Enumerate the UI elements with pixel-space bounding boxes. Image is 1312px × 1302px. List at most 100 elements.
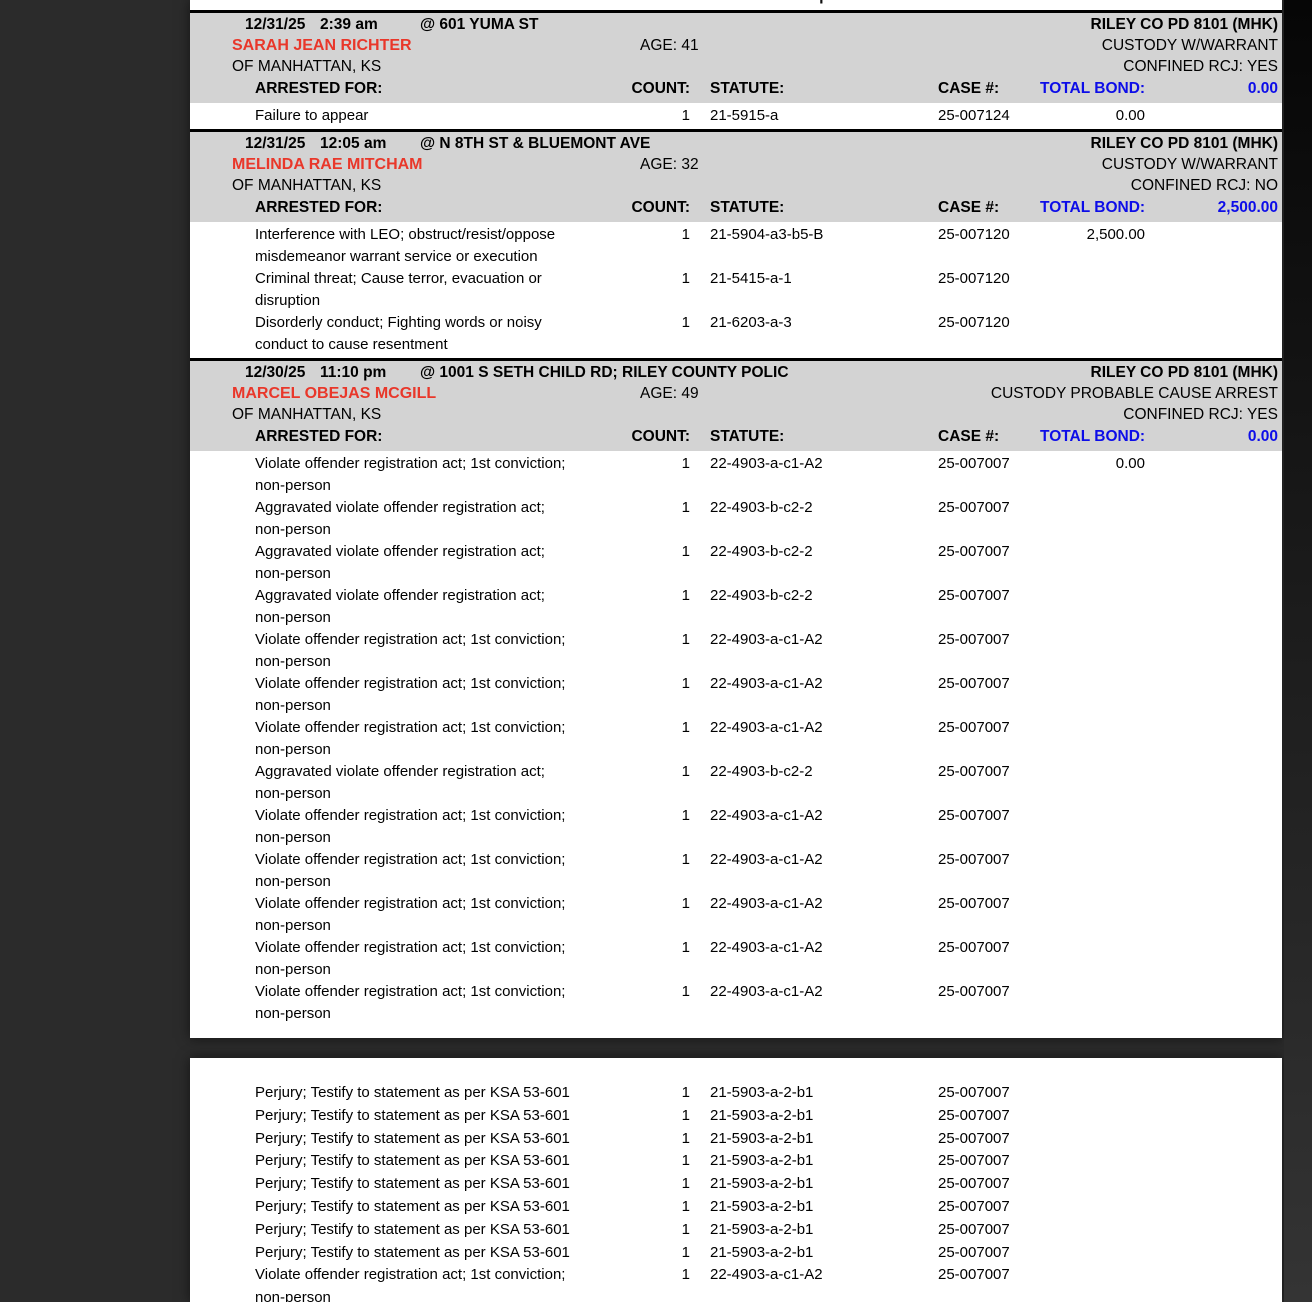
arrestee-residence: OF MANHATTAN, KS	[232, 176, 382, 194]
charge-bond	[1060, 981, 1145, 1025]
charge-case-number: 25-007007	[938, 1084, 1010, 1101]
charge-description: Failure to appear	[255, 107, 369, 124]
charge-case-number: 25-007007	[938, 939, 1010, 956]
charge-row: Violate offender registration act; 1st c…	[190, 629, 1282, 673]
charge-statute: 21-5903-a-2-b1	[710, 1220, 814, 1238]
charge-statute: 21-5903-a-2-b1	[710, 1084, 814, 1101]
charge-row: Failure to appear 1 21-5915-a 25-007124 …	[190, 105, 1282, 127]
col-header-statute: STATUTE:	[710, 199, 785, 216]
charge-description: Perjury; Testify to statement as per KSA…	[255, 1175, 570, 1193]
charge-bond	[1060, 849, 1145, 893]
col-header-count: COUNT:	[631, 428, 690, 445]
charge-description: Violate offender registration act; 1st c…	[255, 851, 566, 890]
report-page-1: Arrests included in this report 12/31/25…	[190, 0, 1282, 1038]
arrestee-age: AGE: 32	[640, 155, 699, 173]
charge-case-number: 25-007007	[938, 1220, 1010, 1238]
col-gap	[690, 673, 710, 717]
charge-row: Violate offender registration act; 1st c…	[190, 849, 1282, 893]
arrest-date: 12/31/25	[245, 15, 306, 33]
charge-count: 1	[681, 499, 690, 516]
charge-statute: 21-5903-a-2-b1	[710, 1175, 814, 1193]
col-gap	[690, 224, 710, 268]
charge-case-number: 25-007007	[938, 587, 1010, 604]
record-header-band: 12/30/25 11:10 pm @ 1001 S SETH CHILD RD…	[190, 361, 1282, 451]
record-header-row-2: MELINDA RAE MITCHAM AGE: 32 CUSTODY W/WA…	[190, 154, 1282, 175]
charge-bond	[1060, 1173, 1145, 1196]
arrest-record: 12/31/25 12:05 am @ N 8TH ST & BLUEMONT …	[190, 129, 1282, 358]
agency-label: RILEY CO PD 8101 (MHK)	[1090, 363, 1278, 381]
charge-description: Violate offender registration act; 1st c…	[255, 675, 566, 714]
charge-bond	[1060, 1105, 1145, 1128]
charge-bond	[1060, 717, 1145, 761]
charge-count: 1	[681, 895, 690, 912]
charge-description: Perjury; Testify to statement as per KSA…	[255, 1152, 570, 1170]
charge-case-number: 25-007120	[938, 314, 1010, 331]
confined-status: CONFINED RCJ: YES	[1123, 57, 1278, 75]
charge-statute: 22-4903-a-c1-A2	[710, 895, 823, 912]
charge-case-number: 25-007007	[938, 499, 1010, 516]
col-gap	[690, 1082, 710, 1105]
charge-statute: 22-4903-b-c2-2	[710, 543, 813, 560]
charge-bond	[1060, 497, 1145, 541]
record-header-row-2: SARAH JEAN RICHTER AGE: 41 CUSTODY W/WAR…	[190, 35, 1282, 56]
charge-count: 1	[681, 807, 690, 824]
col-gap	[690, 981, 710, 1025]
col-gap	[690, 937, 710, 981]
charge-row: Perjury; Testify to statement as per KSA…	[190, 1242, 1282, 1265]
charge-case-number: 25-007007	[938, 1106, 1010, 1124]
charge-case-number: 25-007007	[938, 983, 1010, 1000]
col-header-arrested-for: ARRESTED FOR:	[255, 199, 383, 216]
charge-case-number: 25-007007	[938, 1266, 1010, 1284]
charge-statute: 21-5903-a-2-b1	[710, 1152, 814, 1170]
charge-row: Criminal threat; Cause terror, evacuatio…	[190, 268, 1282, 312]
charge-description: Perjury; Testify to statement as per KSA…	[255, 1084, 570, 1101]
charge-count: 1	[681, 107, 690, 124]
record-header-row-1: 12/30/25 11:10 pm @ 1001 S SETH CHILD RD…	[190, 362, 1282, 383]
col-gap	[690, 268, 710, 312]
charge-bond	[1060, 1242, 1145, 1265]
col-gap	[690, 1219, 710, 1242]
charge-bond	[1060, 1219, 1145, 1242]
charge-row: Aggravated violate offender registration…	[190, 585, 1282, 629]
charge-case-number: 25-007120	[938, 270, 1010, 287]
col-gap	[690, 1196, 710, 1219]
charge-description: Violate offender registration act; 1st c…	[255, 455, 566, 494]
charge-bond	[1060, 1150, 1145, 1173]
col-header-arrested-for: ARRESTED FOR:	[255, 80, 383, 97]
col-header-case-number: CASE #:	[938, 199, 1000, 216]
arrest-record: 12/30/25 11:10 pm @ 1001 S SETH CHILD RD…	[190, 358, 1282, 1027]
charge-row: Aggravated violate offender registration…	[190, 497, 1282, 541]
charge-case-number: 25-007124	[938, 107, 1010, 124]
charges-list: Failure to appear 1 21-5915-a 25-007124 …	[190, 103, 1282, 129]
charge-description: Interference with LEO; obstruct/resist/o…	[255, 226, 556, 265]
charge-bond	[1060, 629, 1145, 673]
col-header-total-bond: TOTAL BOND:	[1040, 428, 1146, 445]
arrestee-name: MARCEL OBEJAS MCGILL	[232, 384, 437, 402]
confined-status: CONFINED RCJ: NO	[1130, 176, 1278, 194]
charge-case-number: 25-007007	[938, 455, 1010, 472]
charge-count: 1	[681, 270, 690, 287]
charge-description: Violate offender registration act; 1st c…	[255, 939, 566, 978]
col-gap	[690, 893, 710, 937]
charge-case-number: 25-007120	[938, 226, 1010, 243]
charges-list: Violate offender registration act; 1st c…	[190, 451, 1282, 1027]
charge-row: Perjury; Testify to statement as per KSA…	[190, 1082, 1282, 1105]
col-gap	[690, 453, 710, 497]
total-bond-value: 0.00	[1247, 80, 1278, 97]
record-header-band: 12/31/25 12:05 am @ N 8TH ST & BLUEMONT …	[190, 132, 1282, 222]
charge-description: Perjury; Testify to statement as per KSA…	[255, 1220, 570, 1238]
arrest-time: 2:39 am	[320, 15, 378, 33]
record-header-row-1: 12/31/25 2:39 am @ 601 YUMA ST RILEY CO …	[190, 14, 1282, 35]
charge-count: 1	[681, 226, 690, 243]
charge-row: Perjury; Testify to statement as per KSA…	[190, 1128, 1282, 1151]
charge-bond	[1060, 937, 1145, 981]
charge-bond	[1060, 1128, 1145, 1151]
col-header-case-number: CASE #:	[938, 80, 1000, 97]
charge-case-number: 25-007007	[938, 1129, 1010, 1147]
charges-column-headers: ARRESTED FOR: COUNT: STATUTE: CASE #: TO…	[190, 196, 1282, 220]
charge-description: Perjury; Testify to statement as per KSA…	[255, 1129, 570, 1147]
charge-statute: 22-4903-b-c2-2	[710, 763, 813, 780]
charge-statute: 22-4903-a-c1-A2	[710, 631, 823, 648]
arrest-location: @ 601 YUMA ST	[420, 15, 539, 33]
report-page-2: Perjury; Testify to statement as per KSA…	[190, 1058, 1282, 1302]
